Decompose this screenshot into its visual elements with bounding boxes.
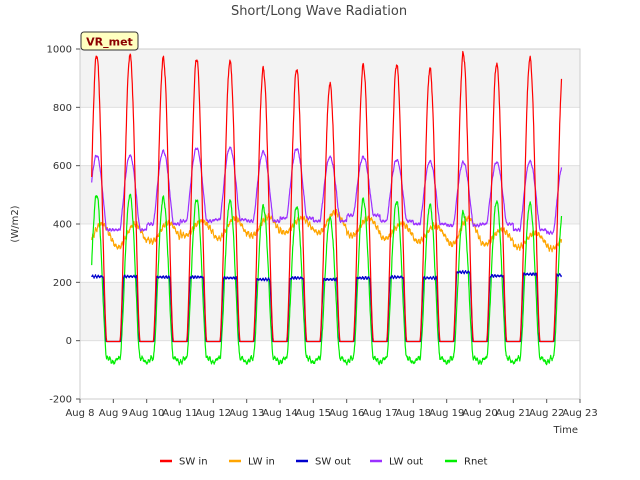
x-tick-label: Aug 21 [496,408,531,419]
x-tick-label: Aug 23 [562,408,597,419]
y-tick-label: 0 [66,336,72,347]
site-label-box: VR_met [80,31,139,51]
x-tick-label: Aug 19 [429,408,464,419]
series-layer [91,50,563,366]
y-tick-label: 1000 [47,45,72,56]
legend-label-rnet: Rnet [464,457,487,468]
x-tick-label: Aug 14 [262,408,297,419]
x-tick-label: Aug 15 [296,408,331,419]
x-tick-label: Aug 11 [162,408,197,419]
x-tick-label: Aug 13 [229,408,264,419]
series-line-lw-out [91,146,563,235]
site-label: VR_met [86,36,133,49]
legend-label-sw-out: SW out [315,457,351,468]
legend: SW in LW in SW out LW out Rnet [160,457,487,468]
y-tick-label: 600 [53,161,72,172]
x-tick-label: Aug 8 [65,408,94,419]
x-tick-label: Aug 16 [329,408,364,419]
x-tick-label: Aug 12 [196,408,231,419]
x-tick-label: Aug 9 [99,408,128,419]
chart-title: Short/Long Wave Radiation [231,4,407,19]
grid-band [80,49,580,108]
x-axis-title: Time [553,425,578,436]
y-tick-label: 800 [53,103,72,114]
legend-label-lw-out: LW out [389,457,423,468]
legend-label-lw-in: LW in [248,457,275,468]
y-tick-label: 200 [53,278,72,289]
x-tick-label: Aug 17 [362,408,397,419]
legend-label-sw-in: SW in [179,457,208,468]
x-tick-label: Aug 22 [529,408,564,419]
x-tick-label: Aug 20 [462,408,497,419]
x-tick-label: Aug 18 [396,408,431,419]
y-tick-label: 400 [53,220,72,231]
grid-band [80,282,580,341]
x-tick-label: Aug 10 [129,408,164,419]
series-line-sw-in [91,50,563,343]
series-line-rnet [91,193,563,366]
y-axis-title: (W/m2) [10,205,21,242]
y-tick-label: -200 [49,395,72,406]
